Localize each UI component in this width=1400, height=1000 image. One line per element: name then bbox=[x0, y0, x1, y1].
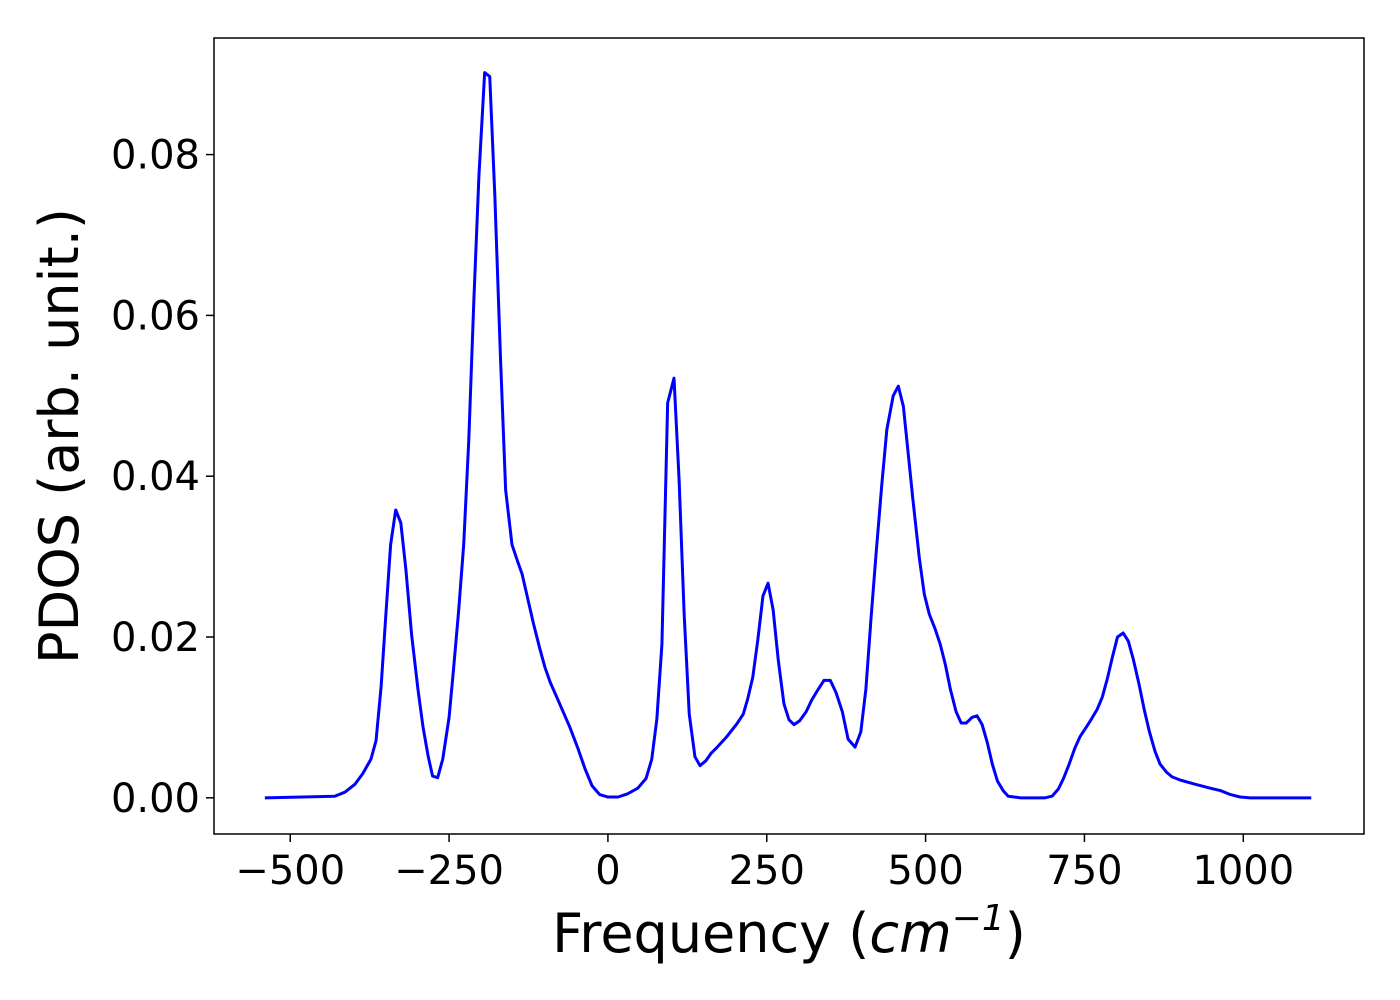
y-axis-label: PDOS (arb. unit.) bbox=[28, 208, 91, 664]
x-label-unit: cm bbox=[869, 902, 951, 965]
y-tick-label: 0.04 bbox=[111, 454, 200, 500]
y-tick-label: 0.00 bbox=[111, 776, 200, 822]
x-tick-label: 1000 bbox=[1192, 848, 1294, 894]
y-tick-label: 0.08 bbox=[111, 133, 200, 179]
x-tick-label: 0 bbox=[595, 848, 620, 894]
x-tick-label: 750 bbox=[1046, 848, 1122, 894]
plot-frame bbox=[213, 37, 1365, 835]
x-tick-label: −500 bbox=[235, 848, 345, 894]
x-tick-label: 500 bbox=[887, 848, 963, 894]
x-axis-label: Frequency (cm−1) bbox=[552, 898, 1026, 965]
x-label-close: ) bbox=[1005, 902, 1026, 965]
x-label-exponent: −1 bbox=[952, 898, 1005, 939]
x-tick-label: 250 bbox=[729, 848, 805, 894]
x-label-text: Frequency ( bbox=[552, 902, 869, 965]
x-tick-label: −250 bbox=[394, 848, 504, 894]
data-line bbox=[264, 71, 1312, 800]
y-tick-label: 0.02 bbox=[111, 615, 200, 661]
y-tick-label: 0.06 bbox=[111, 293, 200, 339]
